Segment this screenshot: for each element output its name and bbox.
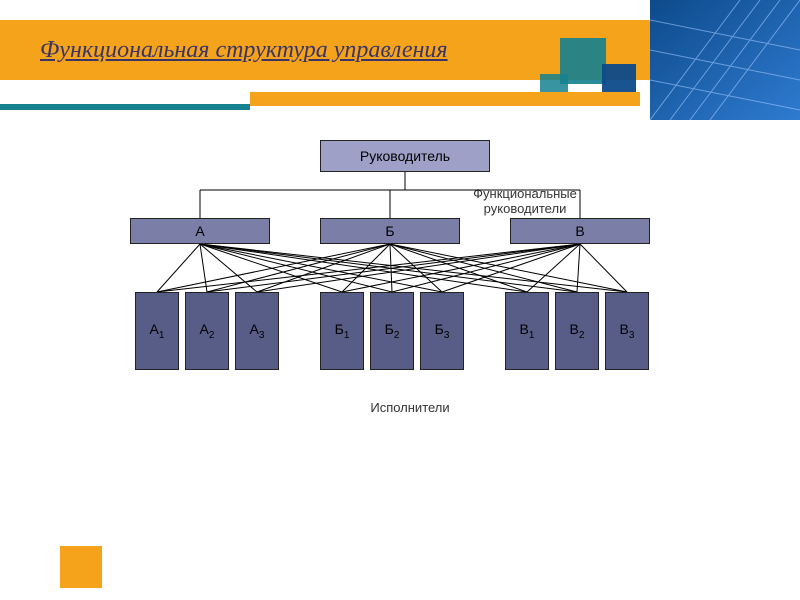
- node-mid: В: [510, 218, 650, 244]
- node-bottom: Б1: [320, 292, 364, 370]
- executors-label: Исполнители: [330, 400, 490, 415]
- node-bottom: В2: [555, 292, 599, 370]
- node-bottom: А2: [185, 292, 229, 370]
- node-mid: А: [130, 218, 270, 244]
- node-top: Руководитель: [320, 140, 490, 172]
- node-bottom: А1: [135, 292, 179, 370]
- corner-photo: [650, 0, 800, 120]
- deco-rect: [0, 104, 250, 110]
- functional-leaders-label: Функциональные руководители: [445, 186, 605, 216]
- node-bottom: В3: [605, 292, 649, 370]
- deco-rect: [250, 92, 640, 106]
- node-bottom: Б2: [370, 292, 414, 370]
- node-mid: Б: [320, 218, 460, 244]
- bottom-square-decoration: [60, 546, 102, 588]
- slide-title: Функциональная структура управления: [40, 37, 448, 64]
- node-bottom: В1: [505, 292, 549, 370]
- node-bottom: Б3: [420, 292, 464, 370]
- node-bottom: А3: [235, 292, 279, 370]
